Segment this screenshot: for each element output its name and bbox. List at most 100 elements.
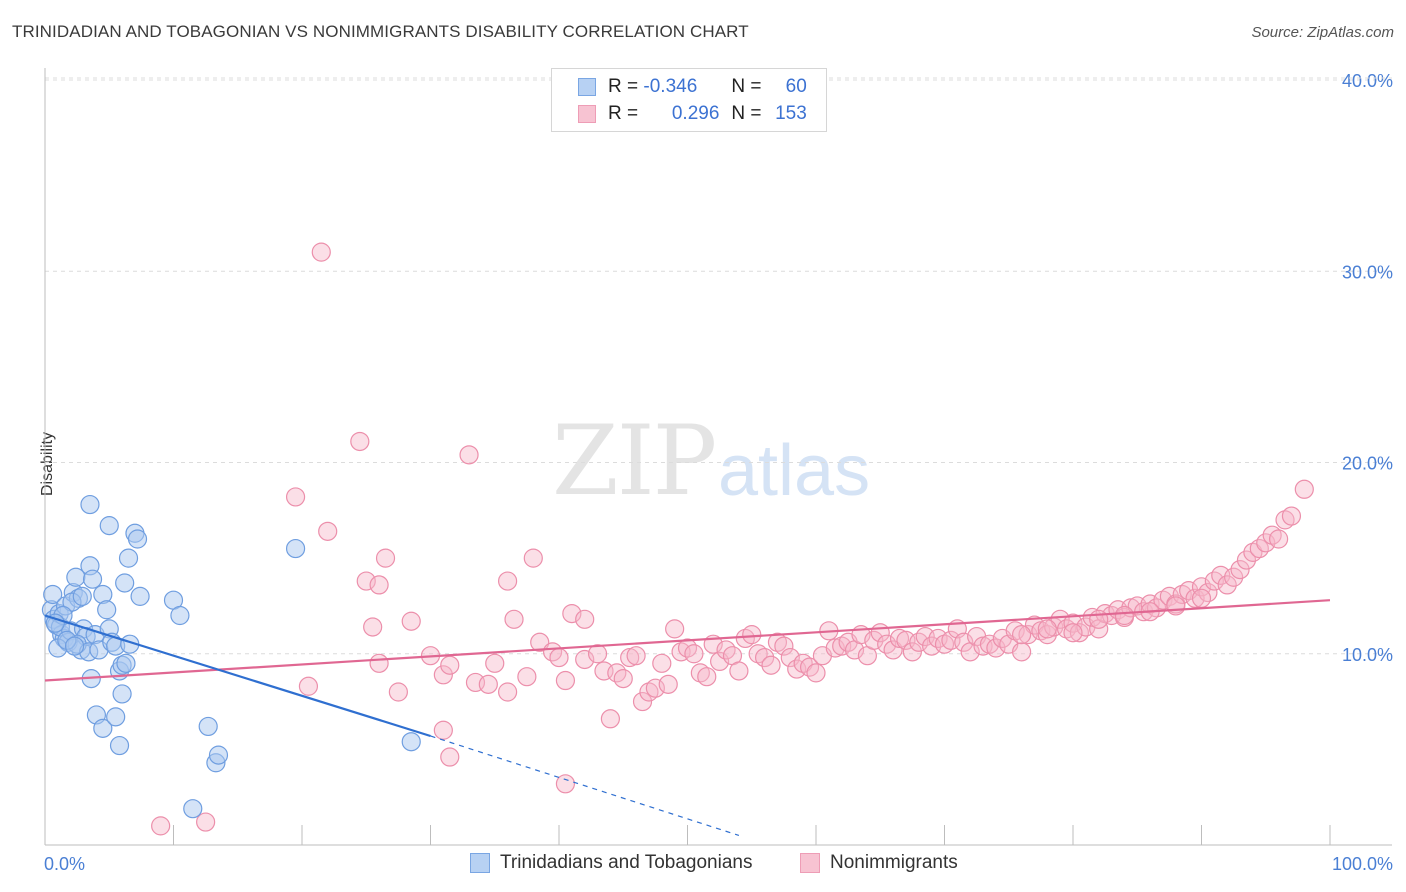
legend-n-label-series2: N = (731, 103, 762, 124)
nonimmigrant-point (555, 670, 576, 691)
nonimmigrant-point (1089, 609, 1109, 629)
legend-r-value-series1: -0.346 (643, 76, 698, 97)
nonimmigrant-point (1281, 506, 1302, 526)
nonimmigrant-point (1037, 619, 1057, 639)
nonimmigrant-point (498, 682, 518, 702)
trinidadian-point (97, 600, 117, 620)
nonimmigrant-point (1166, 596, 1186, 616)
y-tick-label: 10.0% (1342, 645, 1393, 665)
trinidadian-point (64, 636, 85, 656)
nonimmigrant-point (478, 674, 498, 694)
nonimmigrant-point (806, 663, 826, 683)
nonimmigrant-point (742, 625, 762, 645)
nonimmigrant-point (196, 812, 216, 832)
nonimmigrant-point (1037, 625, 1057, 645)
trinidadian-point (43, 584, 63, 605)
nonimmigrant-point (1230, 559, 1250, 580)
nonimmigrant-point (613, 669, 633, 689)
nonimmigrant-point (645, 678, 665, 698)
trinidadian-point (285, 538, 306, 559)
watermark-zip: ZIP (552, 405, 717, 517)
trinidadian-trend-line (44, 614, 431, 738)
nonimmigrant-point (575, 609, 595, 629)
source-label: Source: ZipAtlas.com (1251, 24, 1394, 41)
legend-r-label-series2: R = (608, 103, 639, 124)
nonimmigrant-point (356, 571, 376, 591)
y-tick-label: 40.0% (1342, 71, 1393, 91)
trinidadian-point (80, 494, 100, 515)
trinidadian-point (106, 707, 126, 727)
nonimmigrant-point (285, 487, 306, 507)
nonimmigrant-point (587, 644, 608, 664)
trinidadian-point (130, 586, 150, 606)
trinidadian-point (72, 586, 92, 606)
bottom-legend-label-series1: Trinidadians and Tobagonians (500, 852, 753, 873)
legend-n-value-series2: 153 (775, 103, 807, 124)
nonimmigrant-point (1256, 533, 1276, 553)
trinidadian-point (208, 745, 229, 765)
nonimmigrant-point (151, 816, 171, 836)
nonimmigrant-point (1294, 479, 1314, 499)
nonimmigrant-point (388, 682, 408, 702)
nonimmigrant-point (318, 521, 338, 541)
bottom-legend-series1: Trinidadians and Tobagonians (470, 852, 752, 874)
nonimmigrant-point (1050, 609, 1070, 629)
trinidadian-point (93, 718, 113, 738)
bottom-legend-label-series2: Nonimmigrants (830, 852, 958, 873)
trinidadian-point (118, 548, 139, 568)
nonimmigrant-point (363, 617, 383, 637)
nonimmigrant-point (459, 445, 479, 465)
nonimmigrant-point (600, 709, 621, 729)
nonimmigrant-point (1236, 550, 1257, 570)
trinidadian-trend-extension (430, 735, 740, 837)
nonimmigrant-point (530, 632, 550, 652)
nonimmigrant-point (729, 661, 749, 681)
nonimmigrant-trend-line (44, 599, 1331, 682)
nonimmigrant-point (774, 636, 794, 656)
bottom-legend-series2: Nonimmigrants (800, 852, 958, 874)
nonimmigrant-point (864, 630, 884, 650)
nonimmigrant-point (311, 242, 331, 262)
nonimmigrant-point (401, 611, 421, 631)
nonimmigrant-point (555, 774, 576, 794)
trinidadian-point (116, 653, 136, 673)
legend-r-label-series1: R = (608, 76, 639, 97)
x-tick-label-min: 0.0% (44, 854, 85, 874)
nonimmigrant-point (883, 640, 903, 660)
legend-swatch-series1 (578, 78, 596, 96)
bottom-legend-swatch-series2 (800, 853, 820, 873)
nonimmigrant-point (1224, 567, 1244, 587)
nonimmigrant-point (1011, 642, 1032, 662)
nonimmigrant-point (375, 548, 396, 568)
nonimmigrant-point (626, 646, 646, 666)
nonimmigrant-point (754, 647, 775, 668)
trinidadian-point (198, 716, 218, 737)
legend-n-label-series1: N = (731, 76, 762, 97)
nonimmigrant-point (440, 747, 460, 767)
trinidadian-point (115, 573, 135, 593)
nonimmigrant-point (1268, 529, 1289, 549)
y-tick-label: 20.0% (1342, 454, 1393, 474)
nonimmigrant-point (1191, 588, 1212, 608)
chart-title: TRINIDADIAN AND TOBAGONIAN VS NONIMMIGRA… (12, 22, 749, 41)
legend-row-series1: R = -0.346 N = 60 (578, 74, 807, 100)
nonimmigrant-point (350, 431, 370, 452)
nonimmigrant-point (433, 665, 453, 685)
y-tick-label: 30.0% (1342, 262, 1393, 282)
nonimmigrant-point (665, 619, 685, 639)
nonimmigrant-point (440, 655, 460, 675)
nonimmigrant-point (1011, 625, 1032, 645)
watermark-atlas: atlas (718, 431, 871, 511)
nonimmigrant-point (632, 691, 653, 712)
nonimmigrant-point (485, 653, 505, 673)
nonimmigrant-point (549, 647, 569, 668)
nonimmigrant-point (761, 655, 781, 675)
trinidadian-point (82, 569, 103, 589)
nonimmigrant-point (1217, 575, 1237, 595)
nonimmigrant-point (504, 609, 524, 629)
trinidadian-point (401, 732, 421, 752)
trinidadian-point (45, 613, 65, 633)
nonimmigrant-point (697, 667, 717, 687)
nonimmigrant-point (523, 548, 543, 568)
